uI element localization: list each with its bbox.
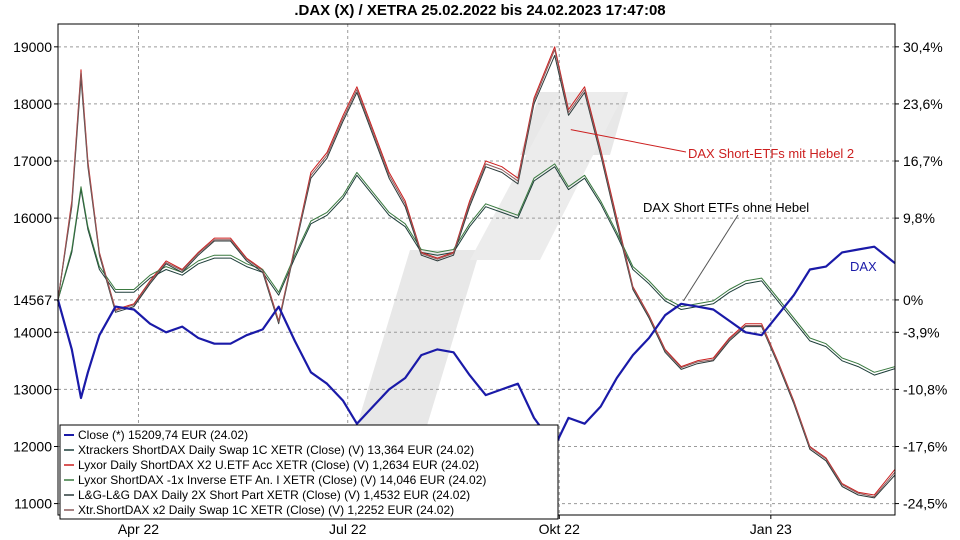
annotation-label-2: DAX — [850, 259, 877, 274]
chart-title: .DAX (X) / XETRA 25.02.2022 bis 24.02.20… — [294, 2, 665, 19]
series-line-1 — [57, 166, 896, 376]
legend-entry-5: Xtr.ShortDAX x2 Daily Swap 1C XETR (Clos… — [78, 503, 454, 517]
watermark-stroke-diag — [470, 92, 625, 260]
right-tick-label-3: 9,8% — [903, 210, 935, 226]
series-layer — [56, 46, 896, 499]
series-line-4 — [57, 54, 896, 499]
right-tick-label-5: -3,9% — [903, 324, 940, 340]
legend-entry-4: L&G-L&G DAX Daily 2X Short Part XETR (Cl… — [78, 488, 470, 502]
series-line-2 — [57, 46, 896, 496]
right-tick-label-7: -17,6% — [903, 438, 947, 454]
left-tick-label-7: 12000 — [13, 438, 52, 454]
right-tick-label-0: 30,4% — [903, 39, 943, 55]
left-axis: 19000 18000 17000 16000 14567 14000 13000 12000… — [13, 39, 58, 512]
left-tick-label-0: 19000 — [13, 39, 52, 55]
left-tick-label-3: 16000 — [13, 210, 52, 226]
legend-entry-1: Xtrackers ShortDAX Daily Swap 1C XETR (C… — [78, 443, 474, 457]
right-axis: 30,4% 23,6% 16,7% 9,8% 0% -3,9% -10,8% -17,6% -2… — [895, 39, 947, 512]
left-tick-label-6: 13000 — [13, 381, 52, 397]
right-tick-label-4: 0% — [903, 292, 923, 308]
annotations: DAX Short-ETFs mit Hebel 2 DAX Short ETFs… — [570, 129, 877, 302]
series-line-5 — [57, 49, 896, 498]
x-axis: Apr 22 Jul 22 Okt 22 Jan 23 — [118, 515, 792, 537]
left-tick-label-1: 18000 — [13, 96, 52, 112]
legend-entry-3: Lyxor ShortDAX -1x Inverse ETF An. I XET… — [78, 473, 486, 487]
right-tick-label-6: -10,8% — [903, 381, 947, 397]
annotation-label-0: DAX Short-ETFs mit Hebel 2 — [688, 146, 854, 161]
x-tick-label-0: Apr 22 — [118, 521, 159, 537]
annotation-leader-1 — [683, 214, 739, 302]
series-line-0 — [56, 245, 896, 448]
right-tick-label-2: 16,7% — [903, 153, 943, 169]
legend: Close (*) 15209,74 EUR (24.02)Xtrackers … — [59, 424, 559, 520]
right-tick-label-8: -24,5% — [903, 496, 947, 512]
x-tick-label-3: Jan 23 — [750, 521, 792, 537]
left-tick-label-4: 14567 — [13, 292, 52, 308]
legend-entry-0: Close (*) 15209,74 EUR (24.02) — [78, 428, 248, 442]
left-tick-label-2: 17000 — [13, 153, 52, 169]
x-tick-label-1: Jul 22 — [329, 521, 367, 537]
right-tick-label-1: 23,6% — [903, 96, 943, 112]
x-tick-label-2: Okt 22 — [539, 521, 580, 537]
legend-entry-2: Lyxor Daily ShortDAX X2 U.ETF Acc XETR (… — [78, 458, 479, 472]
left-tick-label-8: 11000 — [14, 496, 52, 512]
annotation-leader-0 — [570, 129, 687, 153]
left-tick-label-5: 14000 — [13, 324, 52, 340]
legend-box — [59, 424, 559, 520]
annotation-label-1: DAX Short ETFs ohne Hebel — [643, 200, 809, 215]
